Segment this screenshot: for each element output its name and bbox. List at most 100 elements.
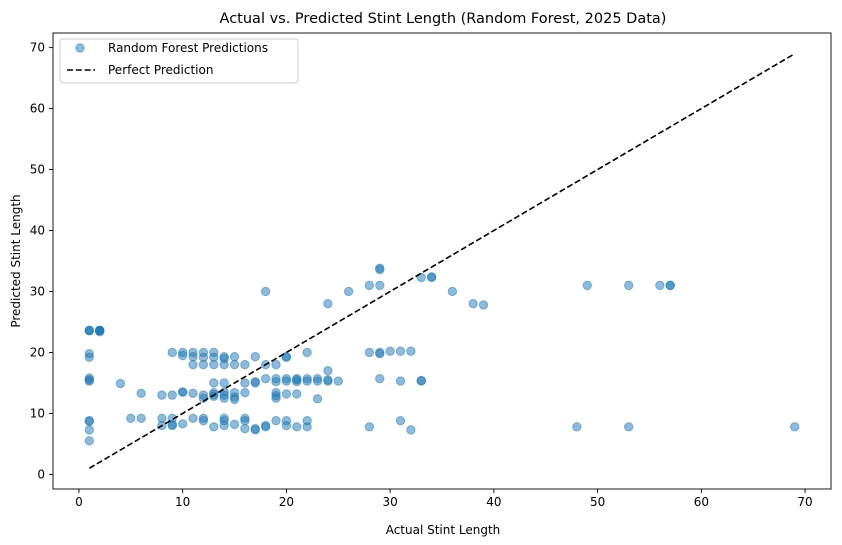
x-axis-label: Actual Stint Length xyxy=(386,523,501,537)
data-point xyxy=(167,420,177,431)
data-point xyxy=(229,352,240,362)
data-point xyxy=(323,366,333,376)
data-point xyxy=(126,413,136,423)
data-point xyxy=(250,378,260,388)
data-point xyxy=(312,394,323,404)
y-tick-label: 60 xyxy=(30,102,45,116)
data-point xyxy=(188,352,198,362)
data-point xyxy=(582,280,592,291)
y-tick-label: 40 xyxy=(30,224,45,238)
data-point xyxy=(229,419,240,430)
data-point xyxy=(260,373,271,384)
data-point xyxy=(468,298,478,309)
y-axis-label: Predicted Stint Length xyxy=(9,194,23,327)
x-axis: 0 10 20 30 40 50 60 70 xyxy=(75,489,813,509)
data-point xyxy=(167,347,177,358)
data-point xyxy=(292,422,302,432)
data-point xyxy=(177,350,188,361)
data-point xyxy=(260,286,271,297)
data-point xyxy=(219,359,229,370)
data-point xyxy=(250,425,260,435)
data-point xyxy=(385,346,395,356)
y-tick-label: 50 xyxy=(30,163,45,177)
data-point xyxy=(177,387,188,397)
data-point xyxy=(406,346,416,356)
data-point xyxy=(333,376,343,386)
data-point xyxy=(229,359,240,370)
data-point xyxy=(281,389,292,399)
x-tick-label: 40 xyxy=(486,495,501,509)
data-point xyxy=(84,436,95,446)
y-tick-label: 20 xyxy=(30,345,45,359)
data-point xyxy=(198,416,209,426)
y-tick-label: 30 xyxy=(30,284,45,298)
data-point xyxy=(94,325,105,336)
y-tick-label: 0 xyxy=(37,467,45,481)
data-point xyxy=(84,352,95,363)
data-point xyxy=(395,416,406,426)
data-point xyxy=(84,425,95,435)
data-point xyxy=(416,376,426,386)
data-point xyxy=(240,423,250,434)
data-point xyxy=(478,300,489,310)
legend-box xyxy=(59,38,299,84)
x-tick-label: 70 xyxy=(797,495,812,509)
data-point xyxy=(271,359,281,370)
x-tick-label: 0 xyxy=(75,495,83,509)
data-point xyxy=(343,286,354,297)
data-point xyxy=(406,425,416,435)
data-point xyxy=(364,280,375,291)
data-point xyxy=(177,419,188,429)
data-point xyxy=(302,422,312,432)
y-axis: 0 10 20 30 40 50 60 70 xyxy=(30,41,53,481)
data-point xyxy=(209,422,219,432)
data-point xyxy=(188,388,198,398)
data-point xyxy=(323,298,333,309)
data-point xyxy=(572,422,582,432)
x-tick-label: 20 xyxy=(279,495,294,509)
data-point xyxy=(229,394,240,405)
x-tick-label: 60 xyxy=(694,495,709,509)
data-point xyxy=(157,390,167,400)
data-point xyxy=(375,264,385,275)
y-tick-label: 10 xyxy=(30,406,45,420)
data-point xyxy=(281,420,292,431)
data-point xyxy=(281,352,292,363)
data-point xyxy=(302,376,312,386)
data-point xyxy=(240,416,250,426)
data-point xyxy=(209,378,219,388)
data-point xyxy=(84,325,95,336)
data-point xyxy=(271,377,281,387)
data-point xyxy=(789,422,800,432)
data-point xyxy=(655,280,665,291)
data-point xyxy=(188,413,198,423)
data-point xyxy=(624,280,634,291)
data-point xyxy=(375,348,385,359)
data-point xyxy=(250,352,260,362)
data-point xyxy=(323,376,333,386)
data-point xyxy=(302,347,312,358)
data-point xyxy=(209,359,219,370)
data-point xyxy=(219,393,229,403)
data-point xyxy=(260,422,271,432)
legend-marker-predictions xyxy=(75,43,85,53)
data-point xyxy=(312,376,323,386)
y-tick-label: 70 xyxy=(30,41,45,55)
data-point xyxy=(292,389,302,399)
legend-label-predictions: Random Forest Predictions xyxy=(108,41,268,55)
perfect-prediction-line xyxy=(88,53,796,469)
data-point xyxy=(219,420,229,431)
data-point xyxy=(281,376,292,386)
data-point xyxy=(167,390,177,400)
data-point xyxy=(447,286,458,297)
data-point xyxy=(364,422,375,432)
x-tick-label: 30 xyxy=(382,495,397,509)
data-point xyxy=(240,387,250,398)
x-tick-label: 10 xyxy=(175,495,190,509)
data-point xyxy=(271,416,281,426)
data-point xyxy=(665,280,675,291)
data-point xyxy=(416,272,426,283)
data-point xyxy=(240,359,250,370)
x-tick-label: 50 xyxy=(590,495,605,509)
